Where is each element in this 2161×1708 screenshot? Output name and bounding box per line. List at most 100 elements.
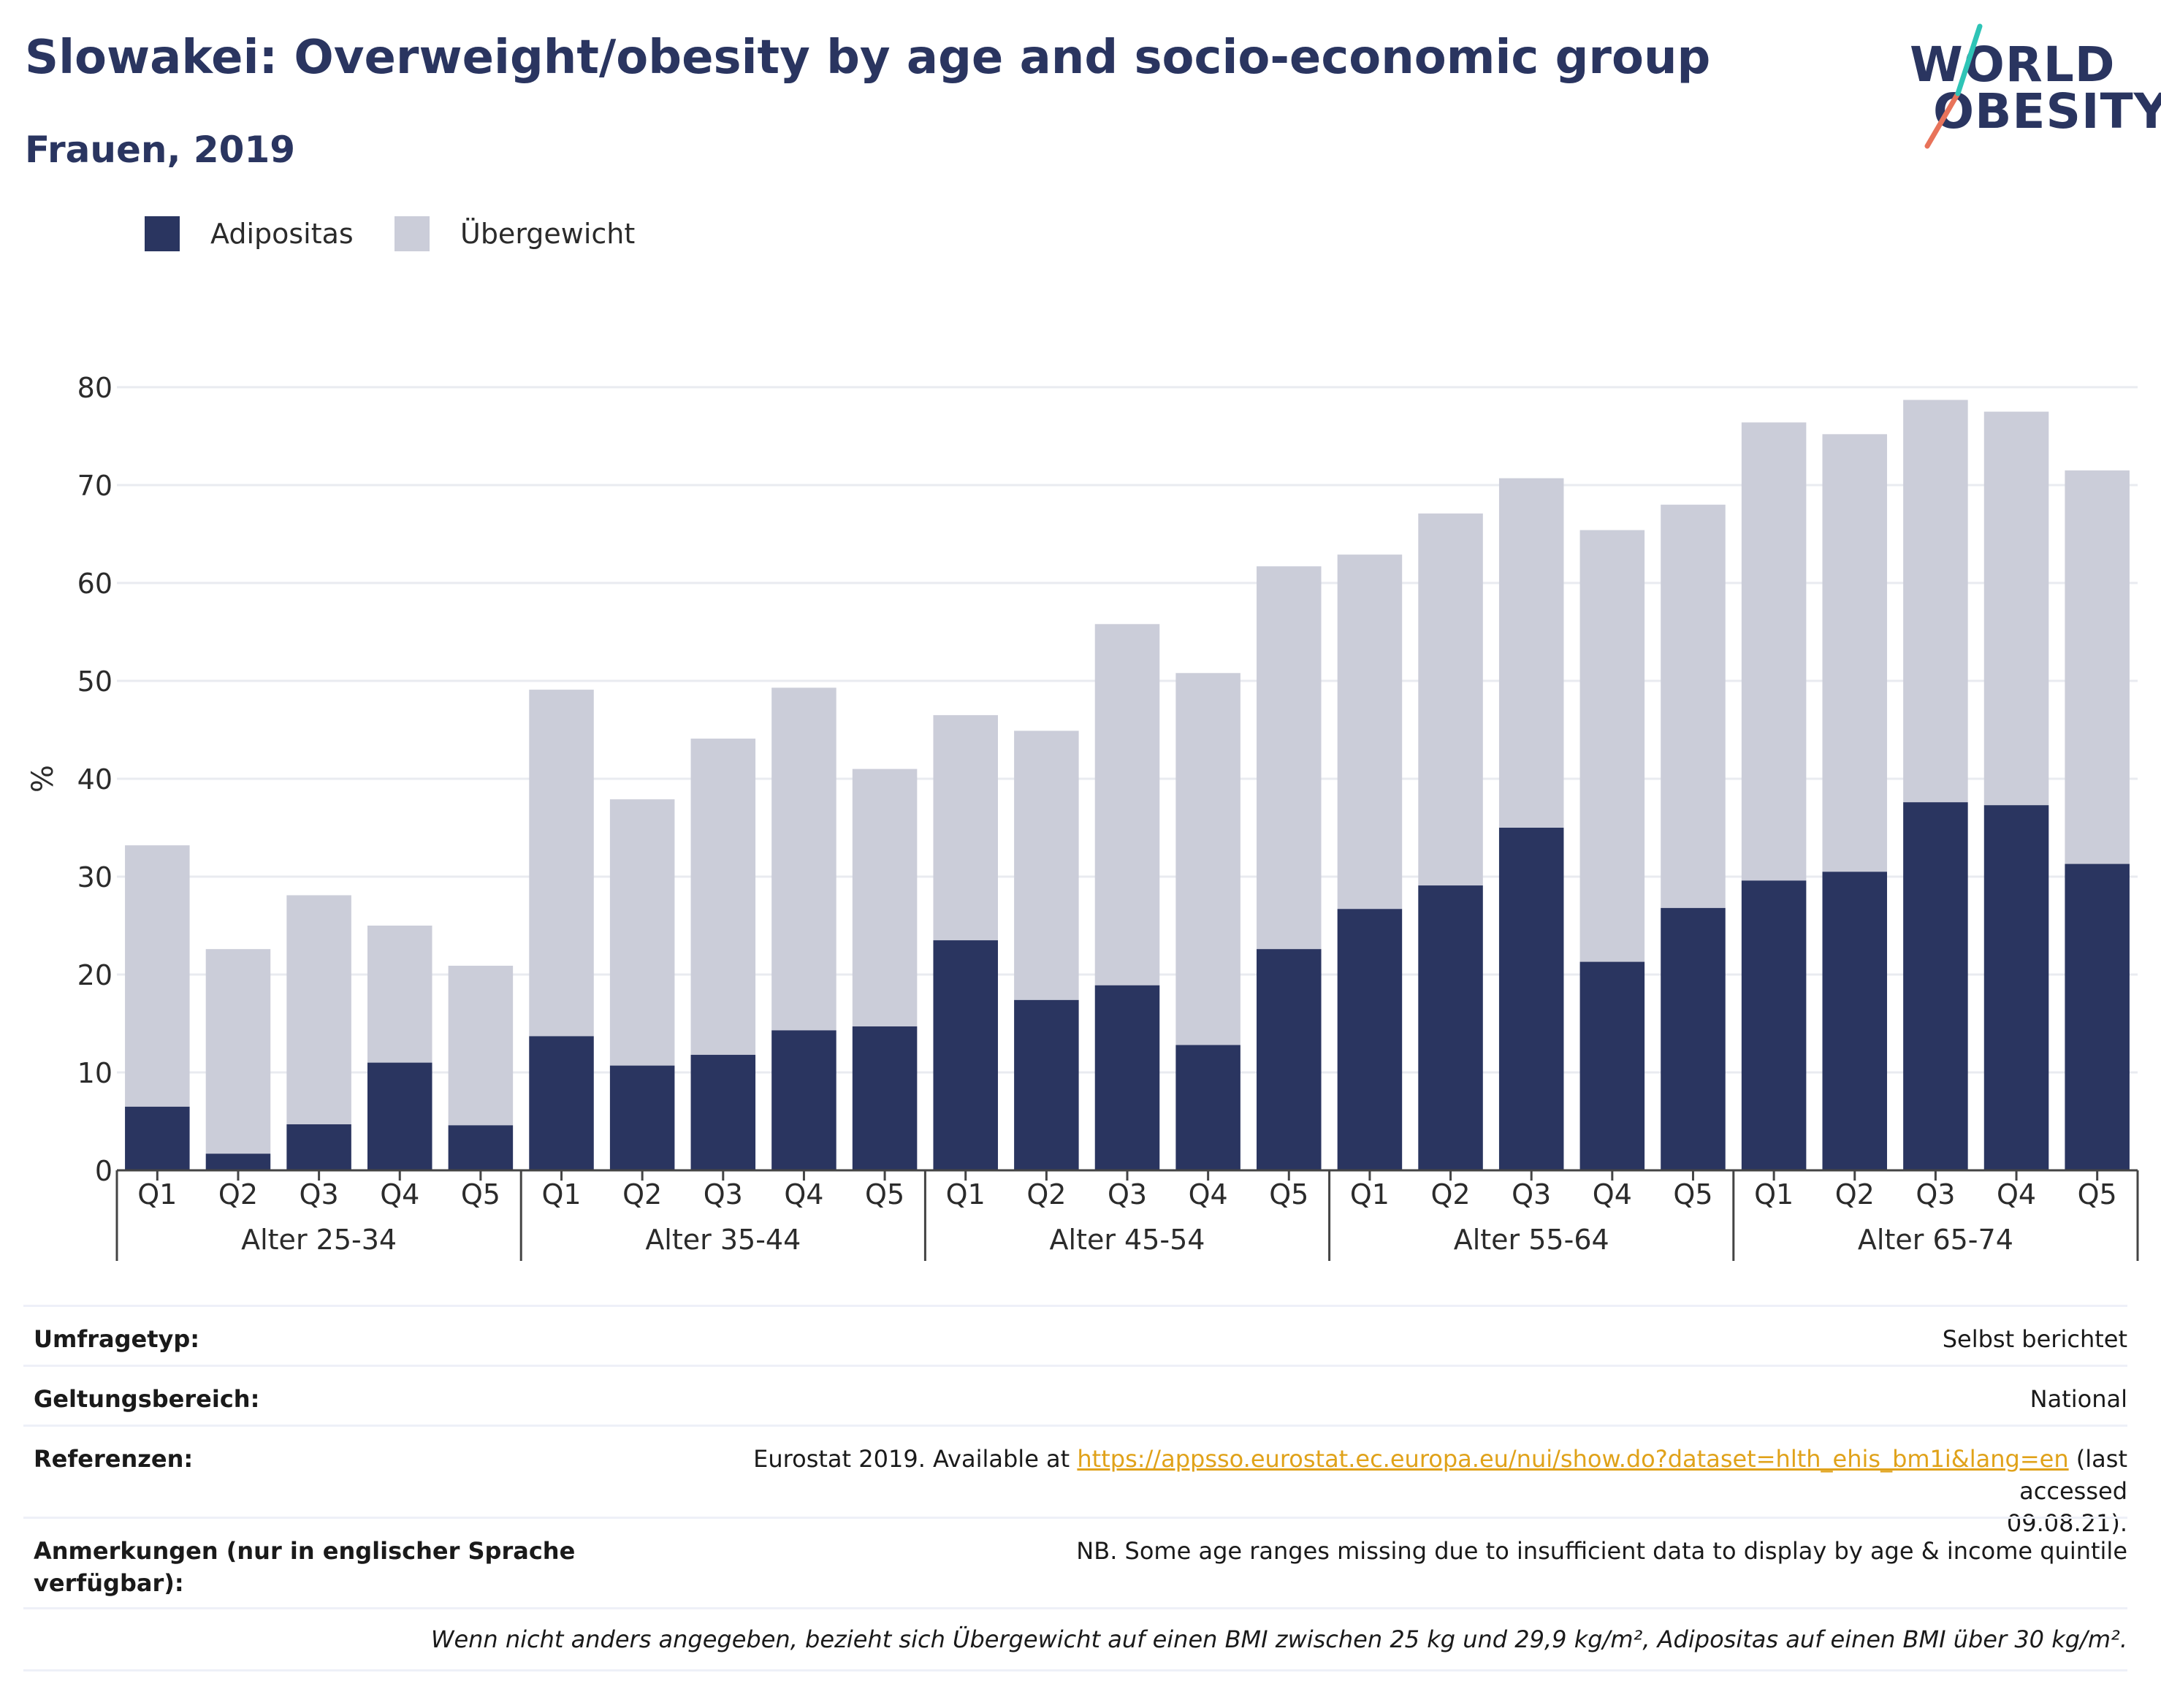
x-tick-label: Q2 — [1835, 1178, 1875, 1211]
world-obesity-logo: WORLD OBESITY — [1907, 23, 2161, 155]
legend-label-obesity: Adipositas — [210, 218, 354, 250]
info-row-survey-type: Umfragetyp: Selbst berichtet — [23, 1305, 2127, 1367]
bar-obesity — [1175, 1045, 1240, 1170]
x-tick-label: Q4 — [1997, 1178, 2036, 1211]
x-tick-label: Q3 — [1512, 1178, 1551, 1211]
x-tick-label: Q4 — [380, 1178, 419, 1211]
info-row-notes: Anmerkungen (nur in englischer Sprache v… — [23, 1517, 2127, 1609]
group-label: Alter 45-54 — [1050, 1224, 1205, 1256]
x-tick-label: Q3 — [704, 1178, 743, 1211]
chart-subtitle: Frauen, 2019 — [25, 129, 296, 171]
y-tick-label: 40 — [77, 763, 113, 796]
group-label: Alter 35-44 — [645, 1224, 801, 1256]
legend-swatch-overweight — [395, 216, 430, 251]
bar-obesity — [1822, 872, 1888, 1170]
bar-obesity — [125, 1106, 190, 1170]
y-tick-label: 70 — [77, 470, 113, 502]
y-tick-label: 0 — [95, 1155, 113, 1187]
bar-overweight — [1337, 554, 1403, 910]
bar-obesity — [852, 1026, 918, 1170]
bar-overweight — [1903, 400, 1968, 803]
group-label: Alter 55-64 — [1454, 1224, 1609, 1256]
bar-obesity — [1903, 802, 1968, 1170]
y-axis-label: % — [26, 765, 60, 793]
x-tick-label: Q1 — [137, 1178, 177, 1211]
info-row-coverage: Geltungsbereich: National — [23, 1365, 2127, 1427]
info-key: Umfragetyp: — [34, 1325, 200, 1353]
bar-obesity — [286, 1124, 351, 1170]
bar-overweight — [852, 769, 918, 1027]
info-key: Geltungsbereich: — [34, 1385, 260, 1413]
bar-overweight — [1175, 673, 1240, 1045]
x-tick-label: Q4 — [1189, 1178, 1228, 1211]
x-tick-label: Q1 — [1754, 1178, 1794, 1211]
bar-obesity — [1418, 885, 1483, 1170]
bar-overweight — [1014, 731, 1079, 1000]
info-value: Selbst berichtet — [1942, 1325, 2127, 1353]
bar-overweight — [771, 687, 836, 1031]
bar-obesity — [1498, 828, 1564, 1170]
bar-obesity — [771, 1030, 836, 1170]
y-tick-label: 10 — [77, 1057, 113, 1089]
x-tick-label: Q4 — [1593, 1178, 1632, 1211]
bar-obesity — [1337, 909, 1403, 1170]
bar-overweight — [1094, 624, 1160, 985]
bar-overweight — [1741, 422, 1807, 881]
bar-obesity — [2065, 863, 2130, 1170]
x-tick-label: Q2 — [218, 1178, 258, 1211]
x-tick-label: Q4 — [784, 1178, 823, 1211]
bar-obesity — [1741, 880, 1807, 1170]
bar-overweight — [286, 895, 351, 1125]
y-tick-label: 60 — [77, 568, 113, 600]
info-value-references: Eurostat 2019. Available at https://apps… — [666, 1443, 2127, 1539]
x-tick-label: Q2 — [1431, 1178, 1471, 1211]
x-tick-label: Q5 — [461, 1178, 500, 1211]
info-value: National — [2029, 1385, 2127, 1413]
logo-line-2: OBESITY — [1933, 83, 2161, 140]
y-tick-label: 50 — [77, 666, 113, 698]
bar-overweight — [1983, 411, 2049, 806]
x-tick-label: Q2 — [622, 1178, 662, 1211]
x-tick-label: Q3 — [300, 1178, 339, 1211]
bar-overweight — [690, 739, 756, 1055]
reference-suffix: (last accessed — [2019, 1445, 2127, 1505]
y-tick-label: 30 — [77, 861, 113, 893]
bar-obesity — [609, 1065, 675, 1170]
bar-obesity — [1014, 999, 1079, 1170]
y-tick-label: 20 — [77, 959, 113, 991]
reference-suffix-2: 09.08.21). — [2006, 1509, 2127, 1537]
bar-overweight — [2065, 470, 2130, 864]
bar-overweight — [1418, 513, 1483, 886]
info-key: Referenzen: — [34, 1445, 194, 1473]
bar-obesity — [205, 1154, 271, 1170]
x-tick-label: Q5 — [2078, 1178, 2117, 1211]
bar-obesity — [448, 1125, 514, 1170]
bar-overweight — [1498, 478, 1564, 828]
x-tick-label: Q5 — [865, 1178, 904, 1211]
bar-obesity — [367, 1062, 432, 1170]
bar-obesity — [1983, 805, 2049, 1170]
chart-title: Slowakei: Overweight/obesity by age and … — [25, 31, 1711, 85]
x-tick-label: Q1 — [1350, 1178, 1390, 1211]
bar-overweight — [125, 845, 190, 1107]
x-tick-label: Q1 — [541, 1178, 581, 1211]
bar-obesity — [1579, 961, 1645, 1170]
x-tick-label: Q1 — [946, 1178, 986, 1211]
x-tick-label: Q2 — [1026, 1178, 1066, 1211]
bar-overweight — [1822, 434, 1888, 872]
bar-overweight — [1661, 504, 1726, 908]
bar-overweight — [448, 965, 514, 1126]
bar-obesity — [1661, 907, 1726, 1170]
bar-obesity — [933, 940, 998, 1170]
info-value: NB. Some age ranges missing due to insuf… — [1076, 1537, 2127, 1565]
legend-item-overweight: Übergewicht — [395, 216, 635, 251]
bar-overweight — [609, 799, 675, 1066]
y-tick-label: 80 — [77, 372, 113, 404]
reference-link[interactable]: https://appsso.eurostat.ec.europa.eu/nui… — [1077, 1445, 2069, 1473]
bar-overweight — [1579, 530, 1645, 962]
x-tick-label: Q3 — [1108, 1178, 1147, 1211]
x-tick-label: Q5 — [1673, 1178, 1712, 1211]
bar-overweight — [367, 926, 432, 1063]
bar-overweight — [205, 949, 271, 1154]
bar-chart: 0 10 20 30 40 50 60 70 80% Q1 Q2 Q3 Q4 Q5 Q1 Q2 Q3 Q4 Q5 Q1… — [26, 372, 2139, 1261]
